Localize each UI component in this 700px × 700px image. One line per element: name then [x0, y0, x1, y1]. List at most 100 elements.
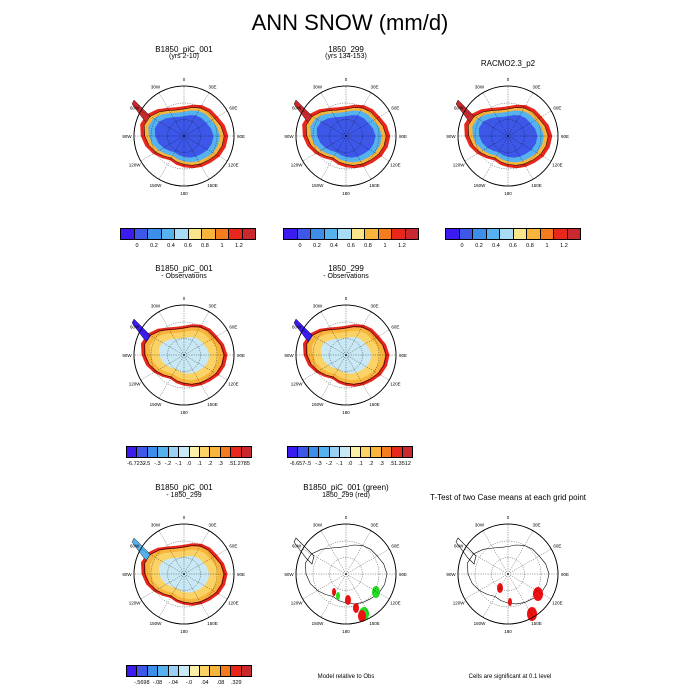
meridian-line [320, 135, 347, 180]
meridian-line [345, 311, 372, 356]
significance-patch [353, 603, 359, 613]
meridian-line [302, 329, 347, 356]
meridian-line [464, 110, 509, 137]
longitude-label: 60W [454, 543, 464, 548]
colorbar-tick-label: 1.2 [235, 243, 243, 249]
panel-r3-c1: B1850_piC_001 - 1850_299 0 30E 60E 90E 120E 1… [114, 484, 254, 674]
longitude-label: 60W [130, 105, 140, 110]
meridian-line [158, 92, 185, 137]
meridian-line [140, 110, 185, 137]
colorbar-tick-label: -.2 [164, 461, 172, 467]
longitude-label: 90E [399, 134, 407, 139]
meridian-line [183, 530, 210, 575]
meridian-line [345, 135, 372, 180]
colorbar-tick-label: 0.8 [364, 243, 372, 249]
colorbar-tick-label: .2 [207, 461, 213, 467]
latitude-circle [150, 540, 218, 608]
panel-subtitle: - Observations [323, 273, 369, 280]
colorbar-abs-3 [445, 228, 581, 240]
colorbar-tick-label: 0.2 [475, 243, 483, 249]
colorbar-tick-label: 0.6 [347, 243, 355, 249]
colorbar-tick-label: -.5 [304, 461, 312, 467]
colorbar-swatch [202, 229, 216, 239]
longitude-label: 0 [345, 77, 348, 82]
colorbar-swatch [179, 666, 190, 676]
colorbar-swatch [148, 229, 162, 239]
colorbar-tick-label: 1.2 [398, 243, 406, 249]
significance-patch [497, 583, 503, 593]
longitude-label: 30E [532, 84, 540, 89]
colorbar-swatch [147, 447, 159, 457]
map-border [457, 85, 559, 187]
colorbar-tick-label: .1 [197, 461, 202, 467]
meridian-line [320, 311, 347, 356]
colorbar-tick-label: -.2 [325, 461, 333, 467]
colorbar-swatch [158, 447, 169, 457]
colorbar-swatch [137, 666, 148, 676]
longitude-label: 120W [129, 600, 142, 605]
meridian-line [320, 354, 347, 399]
longitude-label: 90E [399, 572, 407, 577]
longitude-label: 60E [553, 543, 561, 548]
colorbar-tick-label: -.04 [168, 680, 178, 686]
longitude-label: 60E [391, 105, 399, 110]
longitude-label: 150W [312, 621, 325, 626]
longitude-label: 120W [453, 600, 466, 605]
longitude-label: 180 [504, 629, 512, 634]
colorbar-tick-label: .2 [368, 461, 374, 467]
page-title: ANN SNOW (mm/d) [251, 10, 449, 35]
longitude-label: 0 [345, 515, 348, 520]
longitude-label: 150W [312, 402, 325, 407]
panel-r3-c2: B1850_piC_001 (green) 1850_299 (red) 0 30… [276, 484, 416, 674]
panel-title: B1850_piC_001 [155, 483, 213, 492]
longitude-label: 120W [453, 162, 466, 167]
colorbar-swatch [220, 447, 232, 457]
map-border [133, 523, 235, 625]
colorbar-swatch [231, 447, 242, 457]
colorbar-ticks: -6.7232 -.5 -.3 -.2 -.1 .0 .1 .2 .3 .5 1.2785 [126, 461, 252, 469]
meridian-line [482, 573, 509, 618]
longitude-label: 180 [342, 191, 350, 196]
latitude-circle [329, 338, 363, 372]
longitude-label: 30E [208, 84, 216, 89]
meridian-line [345, 573, 390, 600]
longitude-label: 150E [207, 621, 218, 626]
longitude-label: 30W [313, 303, 323, 308]
colorbar-tick-label: 0.4 [330, 243, 338, 249]
longitude-label: 150E [369, 621, 380, 626]
map-polar: 0 30E 60E 90E 120E 150E 180 150W 120W 90W 60W 30W [122, 296, 245, 415]
longitude-label: 90E [237, 572, 245, 577]
longitude-label: 0 [507, 77, 510, 82]
longitude-label: 30E [370, 303, 378, 308]
panel-r1-c3: RACMO2.3_p2 0 30E 60E 90E 120E 150E 180 150W 120… [438, 46, 578, 236]
colorbar-swatch [175, 229, 189, 239]
longitude-label: 120E [390, 381, 401, 386]
meridian-line [507, 135, 534, 180]
colorbar-tick-label: -.5 [143, 461, 151, 467]
longitude-label: 120E [228, 600, 239, 605]
longitude-label: 150E [207, 183, 218, 188]
colorbar-tick-label: -.3 [315, 461, 322, 467]
longitude-label: 120E [390, 162, 401, 167]
map-polar: 0 30E 60E 90E 120E 150E 180 150W 120W 90W 60W 30W [446, 77, 569, 196]
colorbar-swatch [231, 666, 242, 676]
colorbar-ticks: 0 0.2 0.4 0.6 0.8 1 1.2 [283, 243, 419, 251]
colorbar-swatch [319, 447, 330, 457]
longitude-label: 0 [507, 515, 510, 520]
colorbar-swatch [229, 229, 243, 239]
panel-subtitle: (yrs 134-153) [325, 53, 367, 60]
longitude-label: 30W [313, 522, 323, 527]
meridian-line [183, 135, 210, 180]
colorbar-swatch [513, 229, 527, 239]
colorbar-swatch [220, 666, 232, 676]
significance-patch [508, 598, 512, 606]
longitude-label: 120W [291, 162, 304, 167]
colorbar-tick-label: 0.6 [509, 243, 517, 249]
longitude-label: 60W [130, 543, 140, 548]
longitude-label: 120E [228, 381, 239, 386]
colorbar-diff-1 [126, 446, 252, 458]
significance-patch [336, 592, 340, 600]
meridian-line [302, 354, 347, 381]
colorbar-tick-label: 1 [220, 243, 224, 249]
significance-patch [332, 588, 336, 596]
